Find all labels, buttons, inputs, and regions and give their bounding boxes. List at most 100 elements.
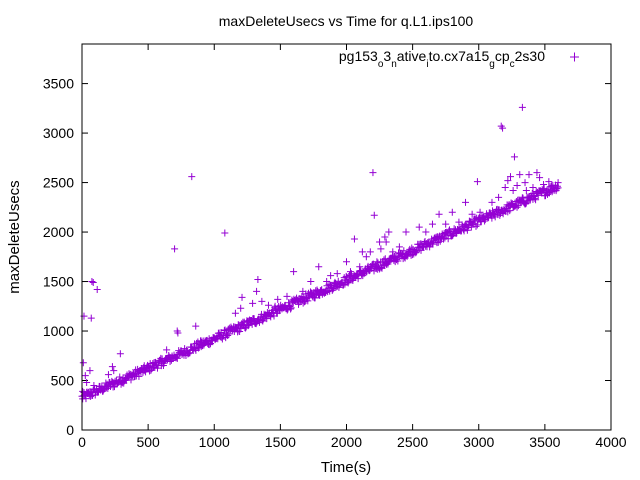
data-point-outlier bbox=[108, 363, 116, 371]
data-point bbox=[142, 368, 150, 376]
data-point-outlier bbox=[356, 263, 364, 271]
data-point-outlier bbox=[188, 173, 196, 181]
data-point-outlier bbox=[521, 179, 529, 187]
data-point bbox=[450, 225, 458, 233]
data-point bbox=[153, 364, 161, 372]
data-point-outlier bbox=[249, 299, 257, 307]
data-point-outlier bbox=[163, 346, 171, 354]
x-tick-label: 1500 bbox=[265, 434, 296, 450]
legend-label: pg153o3nativeito.cx7a15gcpc2s30 bbox=[339, 48, 545, 70]
y-tick-label: 1000 bbox=[43, 323, 74, 339]
data-point-outlier bbox=[373, 258, 381, 266]
data-point-outlier bbox=[468, 210, 476, 218]
data-point bbox=[206, 341, 214, 349]
data-point-outlier bbox=[428, 220, 436, 228]
data-point bbox=[553, 182, 561, 190]
data-point-outlier bbox=[499, 124, 507, 132]
x-tick-label: 3500 bbox=[529, 434, 560, 450]
data-point-outlier bbox=[455, 218, 463, 226]
data-point-outlier bbox=[549, 182, 557, 190]
data-point bbox=[283, 306, 291, 314]
data-point-outlier bbox=[327, 272, 335, 280]
data-point bbox=[344, 278, 352, 286]
y-tick-label: 2500 bbox=[43, 175, 74, 191]
data-point-outlier bbox=[89, 279, 97, 287]
data-point-outlier bbox=[343, 258, 350, 266]
data-point-outlier bbox=[473, 178, 481, 186]
data-points bbox=[78, 103, 562, 403]
data-point bbox=[116, 373, 124, 381]
data-point-outlier bbox=[533, 169, 541, 177]
data-point bbox=[429, 240, 437, 248]
data-point bbox=[366, 266, 374, 274]
data-point-outlier bbox=[545, 178, 553, 186]
data-point-outlier bbox=[86, 367, 94, 375]
data-point-outlier bbox=[140, 367, 148, 375]
x-tick-label: 500 bbox=[136, 434, 160, 450]
x-tick-label: 4000 bbox=[595, 434, 626, 450]
data-point-outlier bbox=[513, 182, 521, 190]
data-point-outlier bbox=[542, 188, 550, 196]
data-point bbox=[513, 203, 521, 211]
data-point-outlier bbox=[435, 210, 443, 218]
data-point bbox=[224, 332, 232, 340]
data-point-outlier bbox=[116, 350, 124, 358]
data-point bbox=[127, 376, 135, 384]
y-tick-label: 3000 bbox=[43, 125, 74, 141]
data-point bbox=[354, 275, 362, 283]
data-point bbox=[263, 315, 271, 323]
data-point-outlier bbox=[488, 198, 496, 206]
data-point-outlier bbox=[554, 179, 562, 187]
data-point bbox=[306, 288, 314, 296]
data-point-outlier bbox=[197, 337, 205, 345]
data-point bbox=[394, 257, 402, 265]
data-point-outlier bbox=[518, 103, 526, 111]
data-point-outlier bbox=[307, 278, 315, 286]
data-point-outlier bbox=[95, 384, 103, 392]
data-point-outlier bbox=[382, 238, 390, 246]
y-tick-label: 1500 bbox=[43, 274, 74, 290]
data-point-outlier bbox=[377, 245, 385, 253]
data-point bbox=[532, 196, 540, 204]
data-point-outlier bbox=[299, 287, 307, 295]
data-point-outlier bbox=[415, 223, 423, 231]
data-point-outlier bbox=[253, 287, 261, 295]
data-point-outlier bbox=[81, 372, 89, 380]
data-point-outlier bbox=[506, 173, 514, 181]
data-point bbox=[82, 395, 90, 403]
data-point-outlier bbox=[402, 228, 410, 236]
data-point-outlier bbox=[157, 362, 165, 370]
y-axis-label: maxDeleteUsecs bbox=[6, 180, 23, 293]
data-point bbox=[267, 313, 275, 321]
data-point-outlier bbox=[264, 301, 272, 309]
data-point-outlier bbox=[504, 177, 512, 185]
data-point-outlier bbox=[358, 248, 366, 256]
data-point-outlier bbox=[376, 238, 384, 246]
data-point-outlier bbox=[290, 268, 298, 276]
data-point-outlier bbox=[104, 371, 112, 379]
data-point bbox=[446, 226, 454, 234]
data-point bbox=[220, 327, 228, 335]
data-point-outlier bbox=[88, 278, 96, 286]
data-point-outlier bbox=[370, 211, 378, 219]
data-point bbox=[473, 221, 481, 229]
data-point-outlier bbox=[522, 186, 530, 194]
data-point-outlier bbox=[389, 248, 397, 256]
data-point-outlier bbox=[422, 228, 430, 236]
data-point bbox=[340, 281, 348, 289]
data-point bbox=[311, 294, 319, 302]
x-tick-label: 2000 bbox=[331, 434, 362, 450]
data-point bbox=[519, 194, 527, 202]
data-point-outlier bbox=[510, 153, 518, 161]
data-point bbox=[481, 217, 489, 225]
data-point-outlier bbox=[536, 174, 544, 182]
data-point-outlier bbox=[346, 268, 354, 276]
data-point-outlier bbox=[171, 245, 179, 253]
data-point-outlier bbox=[122, 375, 130, 383]
data-point-outlier bbox=[366, 248, 374, 256]
data-point-outlier bbox=[350, 235, 358, 243]
data-point bbox=[86, 388, 94, 396]
data-point-outlier bbox=[83, 378, 91, 386]
data-point-outlier bbox=[192, 322, 200, 330]
